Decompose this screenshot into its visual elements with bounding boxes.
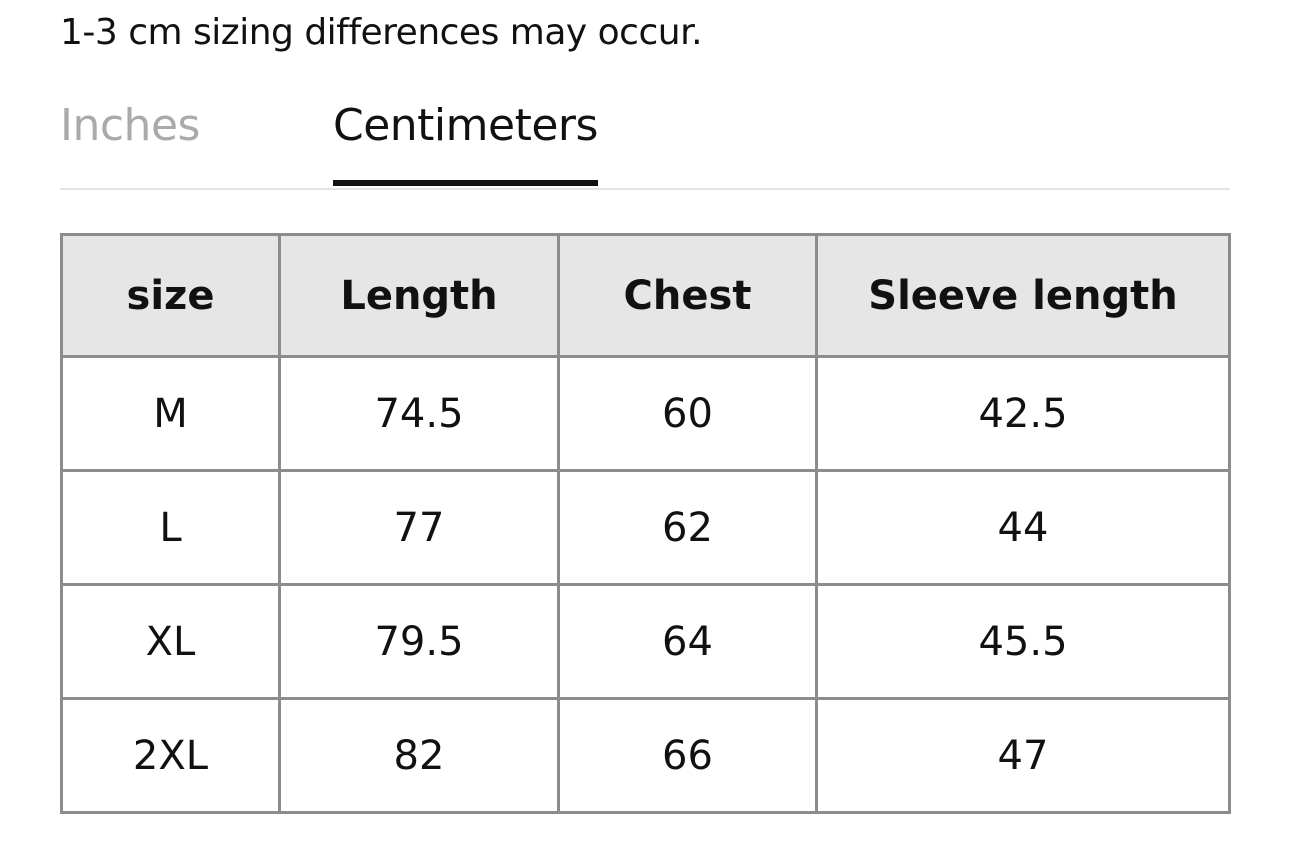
column-header: Chest [557,233,818,358]
table-row: L 77 62 44 [60,469,1231,586]
table-cell: 44 [815,469,1231,586]
table-body: M 74.5 60 42.5 L 77 62 44 XL 79.5 64 45.5 2XL 82 66 47 [60,355,1231,814]
column-header: Length [278,233,560,358]
table-cell: M [60,355,281,472]
unit-tabs: Inches Centimeters [60,100,1230,190]
table-cell: L [60,469,281,586]
table-row: XL 79.5 64 45.5 [60,583,1231,700]
table-cell: 45.5 [815,583,1231,700]
table-cell: 77 [278,469,560,586]
table-cell: 74.5 [278,355,560,472]
table-cell: 66 [557,697,818,814]
column-header: Sleeve length [815,233,1231,358]
size-table: size Length Chest Sleeve length M 74.5 60 42.5… [60,233,1231,814]
table-cell: 79.5 [278,583,560,700]
unit-tab[interactable]: Inches [60,100,200,151]
table-cell: 42.5 [815,355,1231,472]
header-row: size Length Chest Sleeve length [60,233,1231,358]
table-cell: 64 [557,583,818,700]
table-cell: 82 [278,697,560,814]
table-row: M 74.5 60 42.5 [60,355,1231,472]
table-row: 2XL 82 66 47 [60,697,1231,814]
table-cell: 47 [815,697,1231,814]
sizing-note: 1-3 cm sizing differences may occur. [60,12,703,53]
unit-tab[interactable]: Centimeters [333,100,598,186]
table-cell: 62 [557,469,818,586]
table-cell: 60 [557,355,818,472]
table-cell: 2XL [60,697,281,814]
table-header: size Length Chest Sleeve length [60,233,1231,358]
column-header: size [60,233,281,358]
table-cell: XL [60,583,281,700]
